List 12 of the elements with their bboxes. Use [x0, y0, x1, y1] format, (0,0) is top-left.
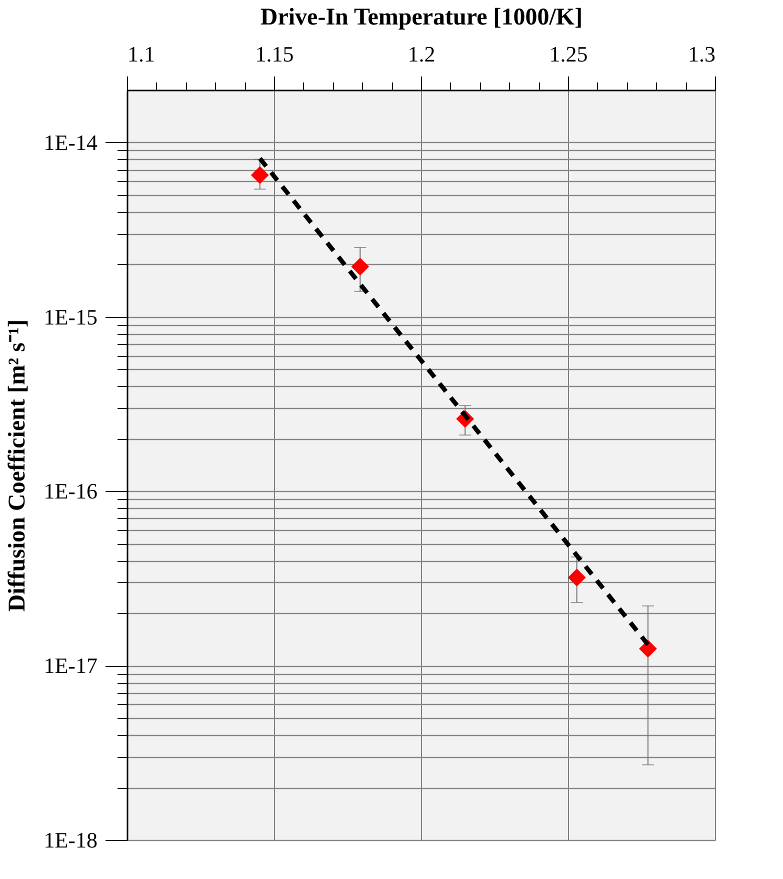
y-tick-label: 1E-15	[44, 304, 98, 330]
x-tick-label: 1.2	[408, 42, 436, 66]
y-tick-label: 1E-17	[44, 653, 98, 678]
y-axis-title: Diffusion Coefficient [m² s⁻¹]	[4, 319, 31, 612]
x-axis-title: Drive-In Temperature [1000/K]	[260, 4, 583, 30]
x-tick-label: 1.1	[128, 42, 155, 66]
x-tick-label: 1.3	[688, 42, 716, 66]
y-tick-label: 1E-18	[44, 828, 98, 852]
x-tick-label: 1.25	[549, 42, 588, 66]
y-tick-label: 1E-16	[44, 478, 98, 504]
x-tick-label: 1.15	[255, 42, 294, 66]
y-tick-label: 1E-14	[44, 130, 98, 155]
